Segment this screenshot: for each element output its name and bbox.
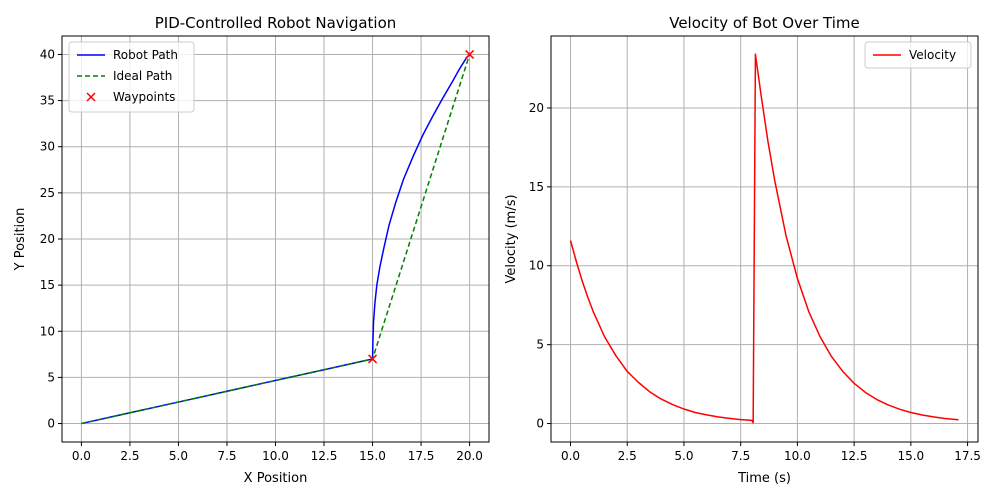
chart0-y-ticks: 0 5 10 15 20 25 30 35 40: [40, 47, 62, 431]
waypoints-marker: [465, 49, 475, 59]
x-tick-label: 2.5: [120, 449, 139, 463]
y-tick-label: 0: [536, 417, 544, 431]
y-tick-label: 10: [529, 259, 544, 273]
x-tick-label: 10.0: [784, 449, 811, 463]
y-tick-label: 20: [529, 101, 544, 115]
velocity-line: [569, 53, 959, 424]
y-tick-label: 30: [40, 140, 55, 154]
chart0-x-ticks: 0.0 2.5 5.0 7.5 10.0 12.5 15.0 17.5 20.0: [72, 442, 483, 463]
x-tick-label: 7.5: [731, 449, 750, 463]
chart1-title: Velocity of Bot Over Time: [669, 14, 860, 32]
y-tick-label: 5: [47, 370, 55, 384]
chart0-title: PID-Controlled Robot Navigation: [155, 14, 397, 32]
chart-velocity-over-time: 0.0 2.5 5.0 7.5 10.0 12.5 15.0 17.5 0 5 10 15 20 Ve…: [504, 14, 981, 486]
y-tick-label: 35: [40, 94, 55, 108]
chart0-legend: Robot Path Ideal Path Waypoints: [68, 41, 195, 113]
y-tick-label: 25: [40, 186, 55, 200]
chart1-x-axis-label: Time (s): [737, 471, 791, 486]
y-tick-label: 0: [47, 417, 55, 431]
legend-label: Robot Path: [113, 48, 178, 62]
x-tick-label: 15.0: [897, 449, 924, 463]
legend-label: Waypoints: [113, 90, 175, 104]
legend-item-waypoints: Waypoints: [86, 90, 175, 104]
waypoints-marker: [368, 354, 378, 364]
chart1-y-axis-label: Velocity (m/s): [504, 194, 519, 283]
robot-path-line: [81, 53, 471, 425]
x-tick-label: 0.0: [72, 449, 91, 463]
chart1-legend-box: [864, 41, 972, 69]
chart1-axes-frame: [550, 35, 979, 443]
x-tick-label: 5.0: [169, 449, 188, 463]
chart1-plot-area: [569, 53, 959, 424]
x-tick-label: 2.5: [618, 449, 637, 463]
x-tick-label: 15.0: [359, 449, 386, 463]
legend-item-velocity: Velocity: [873, 48, 956, 62]
y-tick-label: 15: [40, 278, 55, 292]
chart0-grid: [62, 36, 489, 442]
y-tick-label: 10: [40, 324, 55, 338]
x-tick-label: 12.5: [841, 449, 868, 463]
chart1-grid: [551, 36, 978, 442]
y-tick-label: 20: [40, 232, 55, 246]
chart0-x-axis-label: X Position: [244, 471, 308, 486]
x-tick-label: 17.5: [954, 449, 981, 463]
x-tick-label: 7.5: [217, 449, 236, 463]
chart1-legend: Velocity: [864, 41, 972, 69]
x-tick-label: 5.0: [674, 449, 693, 463]
legend-label: Velocity: [909, 48, 956, 62]
y-tick-label: 40: [40, 47, 55, 61]
x-tick-label: 10.0: [262, 449, 289, 463]
chart1-x-ticks: 0.0 2.5 5.0 7.5 10.0 12.5 15.0 17.5: [561, 442, 981, 463]
chart-robot-navigation: 0.0 2.5 5.0 7.5 10.0 12.5 15.0 17.5 20.0 0 5 10 15 2…: [13, 14, 490, 486]
x-tick-label: 17.5: [408, 449, 435, 463]
y-tick-label: 5: [536, 338, 544, 352]
chart1-y-ticks: 0 5 10 15 20: [529, 101, 551, 431]
chart0-legend-box: [68, 41, 195, 113]
legend-item-robot-path: Robot Path: [77, 48, 178, 62]
y-tick-label: 15: [529, 180, 544, 194]
x-tick-label: 0.0: [561, 449, 580, 463]
legend-item-ideal-path: Ideal Path: [77, 69, 172, 83]
chart0-plot-area: [81, 49, 475, 425]
legend-label: Ideal Path: [113, 69, 172, 83]
chart0-y-axis-label: Y Position: [13, 208, 28, 272]
x-tick-label: 20.0: [456, 449, 483, 463]
x-tick-label: 12.5: [311, 449, 338, 463]
